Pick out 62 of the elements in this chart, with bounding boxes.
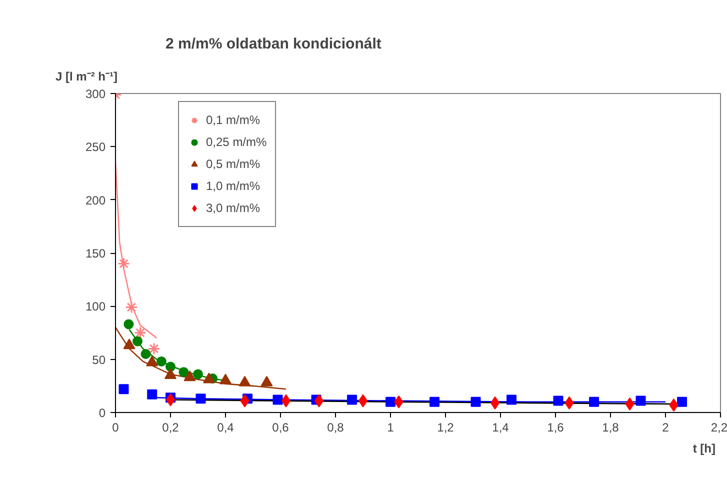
y-tick-label: 200	[85, 193, 106, 208]
line-series	[116, 162, 158, 339]
x-tick-label: 2,2	[710, 420, 727, 434]
point	[123, 338, 136, 350]
point	[147, 389, 158, 400]
x-tick-label: 0,6	[272, 420, 290, 434]
point	[220, 374, 232, 384]
x-tick-label: 0,2	[162, 420, 180, 434]
point	[193, 369, 203, 380]
chart-title: 2 m/m% oldatban kondicionált	[166, 36, 382, 52]
point	[132, 336, 142, 346]
point	[156, 356, 166, 366]
y-axis-title: J [l m⁻² h⁻¹]	[56, 70, 118, 84]
point	[470, 396, 481, 407]
y-tick-label: 100	[85, 300, 106, 314]
point	[394, 395, 404, 408]
x-tick-label: 1,2	[437, 420, 454, 434]
legend-label: 0,5 m/m%	[206, 157, 260, 171]
y-tick-label: 0	[98, 406, 106, 420]
legend-label: 0,1 m/m%	[206, 113, 260, 127]
point	[553, 396, 564, 406]
point	[430, 396, 440, 407]
x-axis-title: t [h]	[692, 442, 716, 456]
point	[178, 367, 189, 378]
point	[669, 398, 678, 412]
legend-label: 0,25 m/m%	[206, 135, 267, 149]
point	[240, 394, 250, 408]
point	[347, 394, 357, 405]
point	[118, 257, 130, 270]
point	[140, 349, 151, 360]
point	[148, 342, 160, 355]
point	[386, 396, 396, 407]
y-tick-label: 250	[85, 140, 106, 154]
point	[677, 396, 687, 407]
legend-label: 1,0 m/m%	[206, 179, 260, 193]
x-tick-label: 1,8	[602, 420, 620, 434]
x-tick-label: 1	[387, 420, 394, 434]
point	[124, 319, 134, 330]
line-series	[116, 326, 287, 390]
point	[506, 394, 516, 405]
point	[184, 370, 196, 382]
point	[146, 356, 158, 366]
y-tick-label: 300	[85, 87, 106, 101]
x-tick-label: 0,8	[327, 420, 344, 434]
point	[118, 384, 129, 394]
point	[196, 394, 206, 404]
point	[564, 396, 574, 410]
point	[272, 394, 283, 405]
x-tick-label: 1,4	[492, 420, 510, 434]
point	[203, 372, 215, 384]
y-tick-label: 50	[92, 352, 106, 367]
x-tick-label: 0	[112, 420, 120, 434]
point	[134, 326, 146, 339]
point	[625, 397, 634, 410]
y-tick-label: 150	[85, 246, 106, 260]
point	[125, 300, 138, 314]
x-tick-label: 0,4	[217, 420, 234, 434]
x-tick-label: 1,6	[547, 420, 564, 434]
point	[636, 396, 646, 406]
legend-label: 3,0 m/m%	[206, 201, 260, 215]
x-tick-label: 2	[662, 420, 670, 434]
point	[589, 396, 599, 407]
